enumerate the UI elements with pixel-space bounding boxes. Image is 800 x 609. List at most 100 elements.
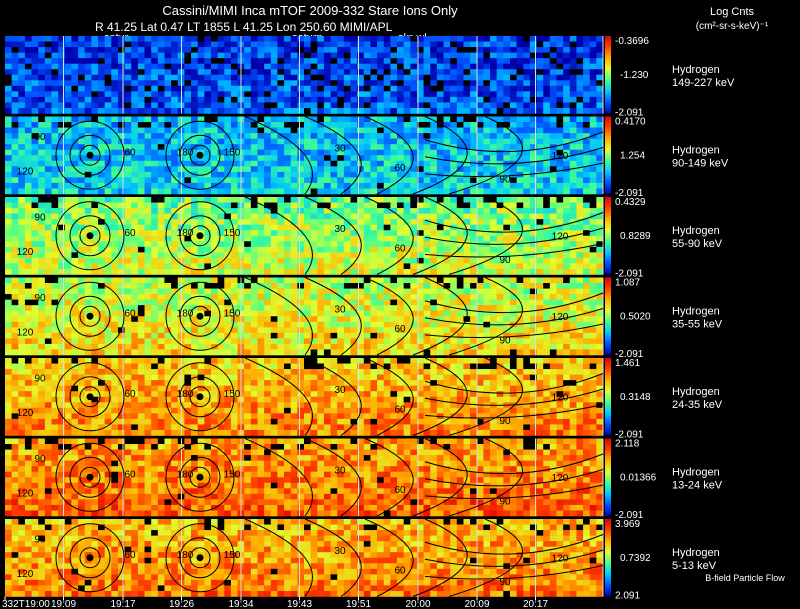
contour-label: 90	[499, 577, 511, 588]
contour-label: 150	[224, 228, 241, 239]
contour-label: 90	[499, 255, 511, 266]
panel-cells	[5, 438, 604, 517]
contour-label: 90	[34, 454, 46, 465]
panel-energy-label: 90-149 keV	[672, 157, 729, 169]
contour-label: 60	[394, 565, 406, 576]
header-line1: Cassini/MIMI Inca mTOF 2009-332 Stare Io…	[162, 3, 458, 18]
contour-label: 90	[34, 212, 46, 223]
colorbar-min-label: 2.091	[615, 591, 640, 602]
contour-labels: 90 120 60 180 150 30 60 90 120	[17, 534, 569, 588]
contour-label: 150	[224, 147, 241, 158]
colorbar-mid-label: 0.3148	[620, 392, 651, 403]
panel-species-label: Hydrogen	[672, 225, 720, 237]
contour-label: 90	[34, 534, 46, 545]
contour-label: 60	[394, 485, 406, 496]
panel-species-label: Hydrogen	[672, 547, 720, 559]
contour-label: 150	[224, 389, 241, 400]
contour-label: 150	[224, 469, 241, 480]
contour-label: 120	[17, 167, 34, 178]
panel-species-label: Hydrogen	[672, 64, 720, 76]
contour-label: 60	[124, 389, 136, 400]
contour-labels: 90 120 60 180 150 30 60 90 120	[17, 293, 569, 347]
panel-4: 90 120 60 180 150 30 60 90 120 1.087 0.5020 -2.091 H…	[5, 277, 723, 360]
contour-label: 180	[177, 550, 194, 561]
contour-label: 90	[499, 496, 511, 507]
contour-label: 120	[552, 473, 569, 484]
x-tick-label: 20:00	[405, 599, 430, 609]
contour-label: 120	[552, 232, 569, 243]
contour-label: 30	[334, 304, 346, 315]
colorbar	[605, 277, 611, 355]
panel-species-label: Hydrogen	[672, 144, 720, 156]
contour-label: 180	[177, 469, 194, 480]
colorbar-max-label: 1.087	[615, 278, 640, 289]
contour-label: 60	[124, 228, 136, 239]
contour-label: 30	[334, 143, 346, 154]
panel-5: 90 120 60 180 150 30 60 90 120 1.461 0.3148 -2.091 H…	[5, 357, 723, 441]
contour-label: 60	[124, 308, 136, 319]
panel-cells	[5, 197, 604, 275]
contour-label: 60	[124, 469, 136, 480]
contour-label: 120	[17, 328, 34, 339]
colorbar-min-label: -2.091	[615, 349, 644, 360]
colorbar-mid-label: 0.01366	[620, 472, 657, 483]
colorbar-max-label: 2.118	[615, 439, 640, 450]
contour-overlay	[55, 196, 604, 275]
panel-cells	[5, 358, 604, 436]
colorbar-min-label: -2.091	[615, 269, 644, 280]
contour-overlay	[55, 116, 604, 195]
colorbar	[605, 519, 611, 597]
contour-label: 60	[124, 147, 136, 158]
panel-energy-label: 5-13 keV	[672, 560, 717, 572]
contour-label: 30	[334, 546, 346, 557]
panel-cells	[5, 116, 604, 195]
contour-label: 90	[499, 416, 511, 427]
panel-energy-label: 13-24 keV	[672, 479, 723, 491]
colorbar-max-label: 0.4170	[615, 117, 646, 128]
x-tick-label: 332T19:00	[2, 599, 50, 609]
colorbar-mid-label: 0.7392	[620, 553, 651, 564]
contour-label: 180	[177, 228, 194, 239]
contour-label: 120	[552, 312, 569, 323]
contour-label: 30	[334, 385, 346, 396]
x-tick-label: 19:09	[51, 599, 76, 609]
colorbar-title-line2: (cm²-sr-s-keV)⁻¹	[696, 21, 769, 32]
colorbar-max-label: 1.461	[615, 358, 640, 369]
contour-label: 30	[334, 224, 346, 235]
contour-label: 90	[34, 132, 46, 143]
contour-label: 150	[224, 308, 241, 319]
colorbar-mid-label: 1.254	[620, 150, 645, 161]
x-tick-label: 19:26	[169, 599, 194, 609]
x-axis: 332T19:00 19:09 19:17 19:26 19:34 19:43 19:51 2…	[2, 596, 548, 609]
panel-6: 90 120 60 180 150 30 60 90 120 2.118 0.01366 -2.091…	[5, 438, 723, 521]
panel-7: 90 120 60 180 150 30 60 90 120 3.969 0.7392 2.091 Hy…	[5, 518, 720, 602]
panel-cells	[5, 277, 604, 356]
x-tick-label: 19:43	[287, 599, 312, 609]
contour-label: 60	[394, 163, 406, 174]
colorbar-title-line1: Log Cnts	[710, 6, 755, 18]
contour-overlay	[55, 438, 604, 517]
panel-3: 90 120 60 180 150 30 60 90 120 0.4329 0.8289 -2.091…	[5, 196, 723, 280]
colorbar-mid-label: -1.230	[620, 70, 649, 81]
x-tick-label: 19:17	[110, 599, 135, 609]
panel-energy-label: 55-90 keV	[672, 238, 723, 250]
contour-label: 30	[334, 465, 346, 476]
colorbar-mid-label: 0.5020	[620, 311, 651, 322]
contour-label: 90	[499, 174, 511, 185]
colorbar-min-label: -2.091	[615, 430, 644, 441]
contour-label: 60	[124, 550, 136, 561]
contour-label: 60	[394, 324, 406, 335]
footer-note: B-field Particle Flow	[705, 573, 785, 583]
panel-cells	[5, 36, 604, 114]
contour-label: 180	[177, 147, 194, 158]
colorbar-max-label: 0.4329	[615, 197, 646, 208]
colorbar	[605, 36, 611, 114]
contour-labels: 90 120 60 180 150 30 60 90 120	[17, 212, 569, 266]
colorbar	[605, 197, 611, 275]
contour-label: 150	[224, 550, 241, 561]
colorbar	[605, 438, 611, 516]
contour-label: 90	[34, 373, 46, 384]
colorbar	[605, 358, 611, 436]
panel-species-label: Hydrogen	[672, 305, 720, 317]
